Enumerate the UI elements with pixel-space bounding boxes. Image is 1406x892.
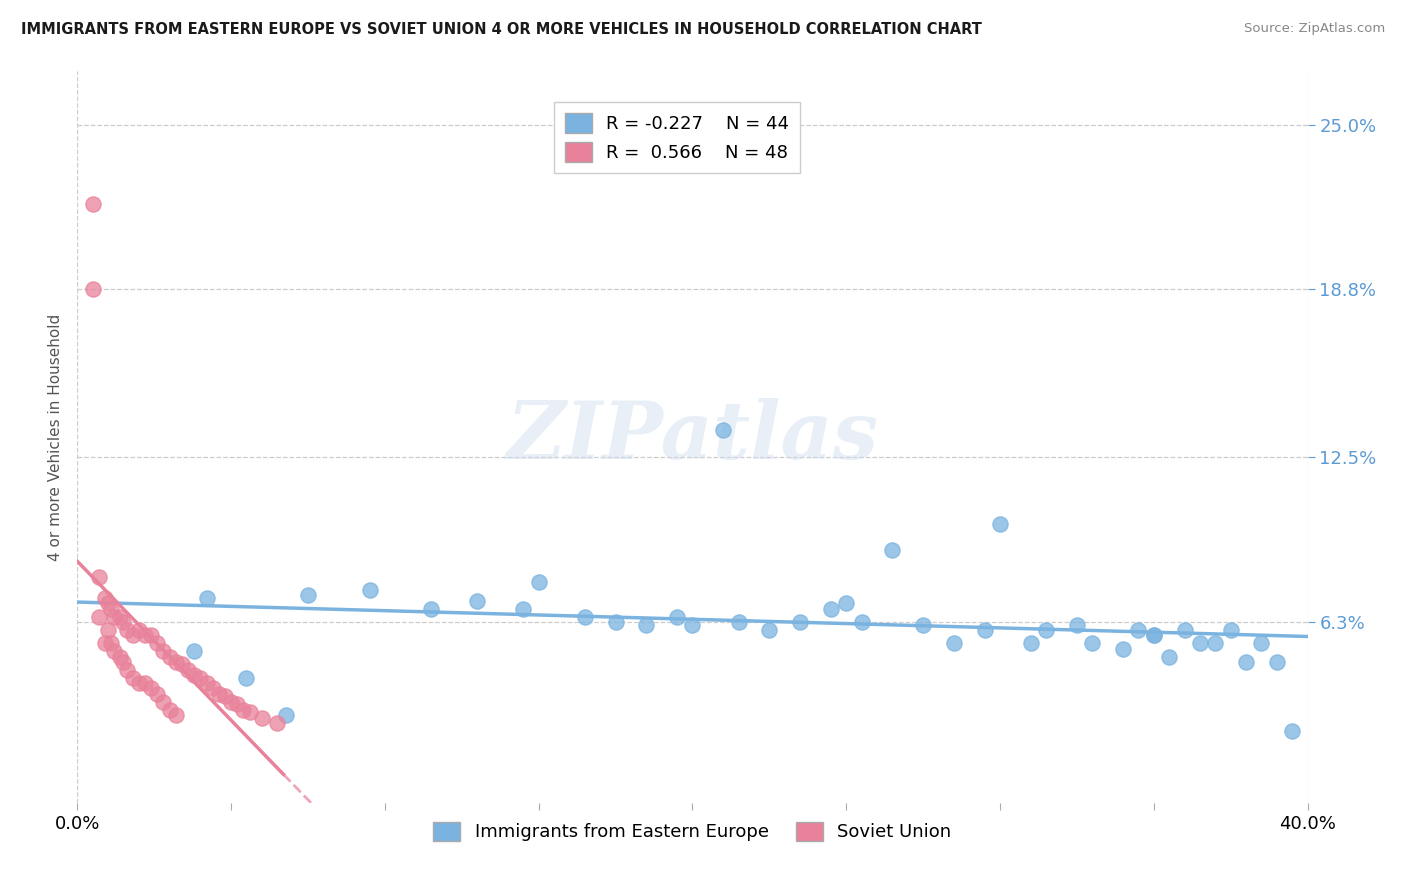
Point <box>82 283 104 297</box>
Point <box>112 615 135 629</box>
Point <box>1234 655 1257 669</box>
Point <box>100 636 122 650</box>
Point <box>1143 628 1166 642</box>
Point <box>97 596 120 610</box>
Point <box>134 628 156 642</box>
Point <box>605 615 627 629</box>
Point <box>110 649 132 664</box>
Point <box>420 601 443 615</box>
Point <box>1019 636 1042 650</box>
Point <box>146 636 169 650</box>
Point <box>100 601 122 615</box>
Point <box>110 609 132 624</box>
Point <box>121 671 143 685</box>
Point <box>1112 641 1135 656</box>
Point <box>711 424 734 438</box>
Point <box>235 671 257 685</box>
Point <box>912 617 935 632</box>
Point <box>134 676 156 690</box>
Point <box>835 596 858 610</box>
Point <box>250 711 273 725</box>
Point <box>512 601 534 615</box>
Point <box>1128 623 1150 637</box>
Point <box>1035 623 1057 637</box>
Point <box>94 636 117 650</box>
Point <box>170 657 193 672</box>
Y-axis label: 4 or more Vehicles in Household: 4 or more Vehicles in Household <box>48 313 63 561</box>
Point <box>146 687 169 701</box>
Text: Source: ZipAtlas.com: Source: ZipAtlas.com <box>1244 22 1385 36</box>
Point <box>1204 636 1226 650</box>
Point <box>208 687 231 701</box>
Point <box>201 681 224 696</box>
Point <box>159 703 181 717</box>
Point <box>219 695 242 709</box>
Point <box>239 706 262 720</box>
Point <box>1081 636 1104 650</box>
Point <box>115 663 138 677</box>
Point <box>297 588 319 602</box>
Point <box>1219 623 1241 637</box>
Point <box>141 628 163 642</box>
Legend: Immigrants from Eastern Europe, Soviet Union: Immigrants from Eastern Europe, Soviet U… <box>426 814 959 848</box>
Point <box>152 695 174 709</box>
Point <box>1174 623 1197 637</box>
Point <box>574 609 596 624</box>
Point <box>195 591 218 605</box>
Point <box>682 617 704 632</box>
Point <box>1188 636 1211 650</box>
Point <box>359 582 381 597</box>
Point <box>226 698 249 712</box>
Point <box>666 609 689 624</box>
Point <box>1250 636 1272 650</box>
Point <box>128 676 150 690</box>
Text: IMMIGRANTS FROM EASTERN EUROPE VS SOVIET UNION 4 OR MORE VEHICLES IN HOUSEHOLD C: IMMIGRANTS FROM EASTERN EUROPE VS SOVIET… <box>21 22 981 37</box>
Point <box>94 591 117 605</box>
Point <box>188 671 212 685</box>
Text: ZIPatlas: ZIPatlas <box>506 399 879 475</box>
Point <box>758 623 780 637</box>
Point <box>266 716 288 731</box>
Point <box>195 676 218 690</box>
Point <box>121 628 143 642</box>
Point <box>232 703 254 717</box>
Point <box>973 623 995 637</box>
Point <box>165 708 187 723</box>
Point <box>152 644 174 658</box>
Point <box>636 617 658 632</box>
Point <box>882 543 904 558</box>
Point <box>165 655 187 669</box>
Point <box>82 197 104 211</box>
Point <box>103 609 125 624</box>
Point <box>1281 723 1303 738</box>
Point <box>820 601 842 615</box>
Point <box>942 636 965 650</box>
Point <box>527 575 550 590</box>
Point <box>112 655 135 669</box>
Point <box>159 649 181 664</box>
Point <box>214 690 236 704</box>
Point <box>183 644 205 658</box>
Point <box>97 623 120 637</box>
Point <box>128 623 150 637</box>
Point <box>103 644 125 658</box>
Point <box>183 668 205 682</box>
Point <box>789 615 811 629</box>
Point <box>1143 628 1166 642</box>
Point <box>727 615 749 629</box>
Point <box>465 593 488 607</box>
Point <box>1159 649 1181 664</box>
Point <box>1066 617 1088 632</box>
Point <box>177 663 200 677</box>
Point <box>851 615 873 629</box>
Point <box>1265 655 1288 669</box>
Point <box>87 570 110 584</box>
Point <box>276 708 298 723</box>
Point <box>141 681 163 696</box>
Point <box>87 609 110 624</box>
Point <box>988 516 1011 531</box>
Point <box>115 623 138 637</box>
